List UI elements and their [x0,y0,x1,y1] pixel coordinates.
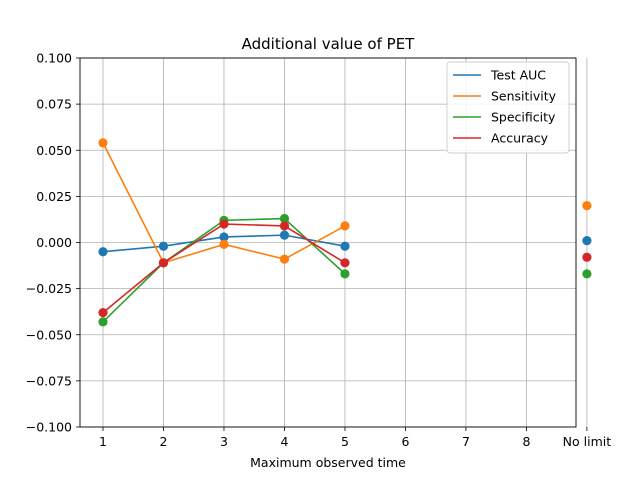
x-tick-label: 8 [522,434,530,449]
data-point [219,232,229,242]
data-point [98,317,108,327]
x-tick-label: 6 [401,434,409,449]
data-point [158,258,169,268]
data-point [98,247,108,257]
legend-item: Accuracy [453,131,549,146]
data-point [340,258,350,268]
series-accuracy [98,219,592,318]
chart-title: Additional value of PET [242,35,416,53]
data-point [98,308,108,318]
y-tick-label: −0.100 [26,420,72,435]
x-tick-label: 2 [160,434,168,449]
x-tick-label: 1 [99,434,107,449]
legend-item: Sensitivity [453,89,557,104]
data-point [98,138,108,148]
data-point [582,236,592,246]
data-point [582,201,592,211]
legend: Test AUC Sensitivity Specificity Accuracy [446,61,570,154]
series-layer [98,138,592,327]
legend-label: Test AUC [490,68,546,83]
y-tick-label: 0.075 [36,97,72,112]
x-tick-label: 4 [280,434,288,449]
legend-item: Test AUC [453,68,546,83]
data-point [158,241,169,251]
x-axis-title: Maximum observed time [250,455,406,470]
legend-box [446,61,570,154]
ticks: 1 2 3 4 5 6 7 8 No limit −0.100 −0.075 −0.050 −0.025… [26,51,612,450]
y-tick-label: −0.075 [26,373,72,388]
x-tick-label: 3 [220,434,228,449]
data-point [340,241,350,251]
x-tick-label: 5 [341,434,349,449]
data-point [279,221,290,231]
data-point [219,219,229,229]
data-point [279,254,290,264]
data-point [340,269,350,279]
y-tick-label: −0.025 [26,281,72,296]
legend-label: Accuracy [491,131,549,146]
data-point [582,252,592,262]
y-tick-label: −0.050 [26,327,72,342]
x-tick-label: No limit [563,434,612,449]
data-point [279,230,290,240]
legend-label: Specificity [491,110,556,125]
x-tick-label: 7 [462,434,470,449]
data-point [340,221,350,231]
legend-label: Sensitivity [491,89,557,104]
y-tick-label: 0.000 [36,235,72,250]
y-tick-label: 0.050 [36,143,72,158]
y-tick-label: 0.025 [36,189,72,204]
data-point [219,239,229,249]
data-point [582,269,592,279]
series-sensitivity [98,138,592,268]
y-tick-label: 0.100 [36,51,72,66]
data-point [279,213,290,224]
legend-item: Specificity [453,110,556,125]
